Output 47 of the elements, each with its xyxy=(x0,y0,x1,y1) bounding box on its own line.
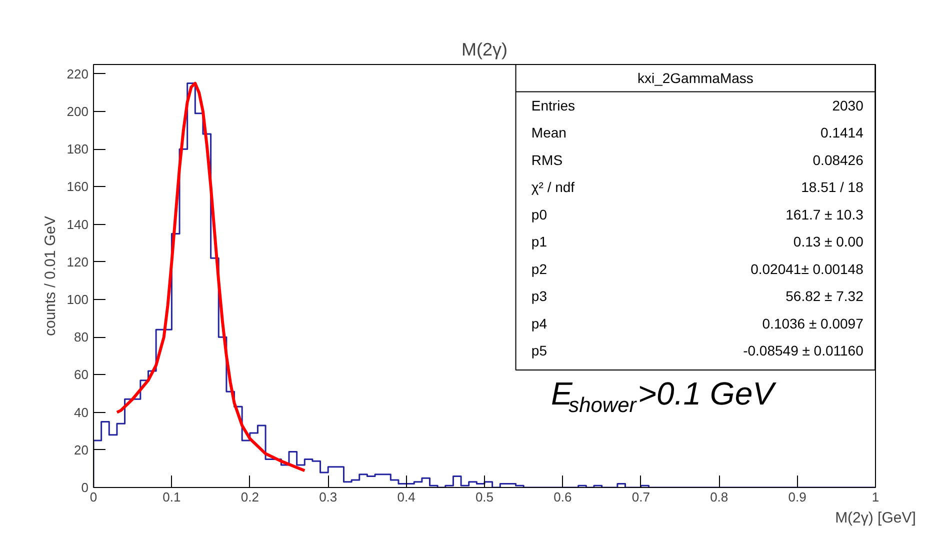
annotation: 56.82 ± 7.32 xyxy=(786,288,864,304)
x-tick-label: 0.4 xyxy=(397,490,416,504)
annotation: 2030 xyxy=(832,97,864,114)
x-tick-label: 0.1 xyxy=(162,490,181,504)
y-tick-label: 140 xyxy=(66,216,89,232)
annotation: kxi_2GammaMass xyxy=(637,70,754,86)
line-series xyxy=(115,82,306,472)
y-tick-label: 60 xyxy=(74,367,89,382)
annotation: p0 xyxy=(531,206,548,222)
annotation: 0.1036 ± 0.0097 xyxy=(762,315,864,332)
y-tick-label: 160 xyxy=(66,179,89,194)
x-tick-label: 0.9 xyxy=(788,490,806,504)
annotation: 0.1414 xyxy=(820,124,864,141)
y-tick-label: 80 xyxy=(74,330,89,345)
annotation: p3 xyxy=(531,288,548,304)
x-tick-label: 0.7 xyxy=(632,490,650,504)
annotation: 0.13 ± 0.00 xyxy=(793,234,864,250)
y-axis-title: counts / 0.01 GeV xyxy=(42,216,59,336)
y-tick-label: 220 xyxy=(66,66,89,82)
x-tick-label: 0.2 xyxy=(240,490,259,504)
x-tick-label: 0.3 xyxy=(319,490,338,504)
y-tick-label: 100 xyxy=(66,292,89,307)
y-tick-label: 180 xyxy=(66,142,89,157)
annotation: 0.08426 xyxy=(812,152,864,168)
annotation: 18.51 / 18 xyxy=(801,179,864,196)
annotation: -0.08549 ± 0.01160 xyxy=(743,342,864,359)
annotation: 0.02041± 0.00148 xyxy=(750,260,864,277)
annotation: p1 xyxy=(531,234,548,250)
annotation: p4 xyxy=(531,315,548,332)
y-tick-label: 20 xyxy=(74,442,89,458)
y-tick-label: 40 xyxy=(74,404,89,420)
annotation: p2 xyxy=(531,260,548,277)
x-axis-title: M(2γ) [GeV] xyxy=(835,510,916,526)
y-tick-label: 120 xyxy=(66,254,89,270)
y-tick-label: 200 xyxy=(66,104,89,119)
x-tick-label: 0.5 xyxy=(475,490,494,504)
annotation: RMS xyxy=(531,152,563,168)
annotation: p5 xyxy=(531,342,548,359)
annotation: χ² / ndf xyxy=(531,179,575,196)
annotation: 161.7 ± 10.3 xyxy=(786,206,864,222)
x-tick-label: 0.6 xyxy=(554,490,572,504)
annotation: Mean xyxy=(531,124,566,141)
x-tick-label: 1 xyxy=(872,490,880,504)
x-tick-label: 0.8 xyxy=(710,490,728,504)
annotation: Entries xyxy=(531,97,575,114)
y-tick-label: 0 xyxy=(81,480,89,495)
chart-title: M(2γ) xyxy=(462,40,508,60)
